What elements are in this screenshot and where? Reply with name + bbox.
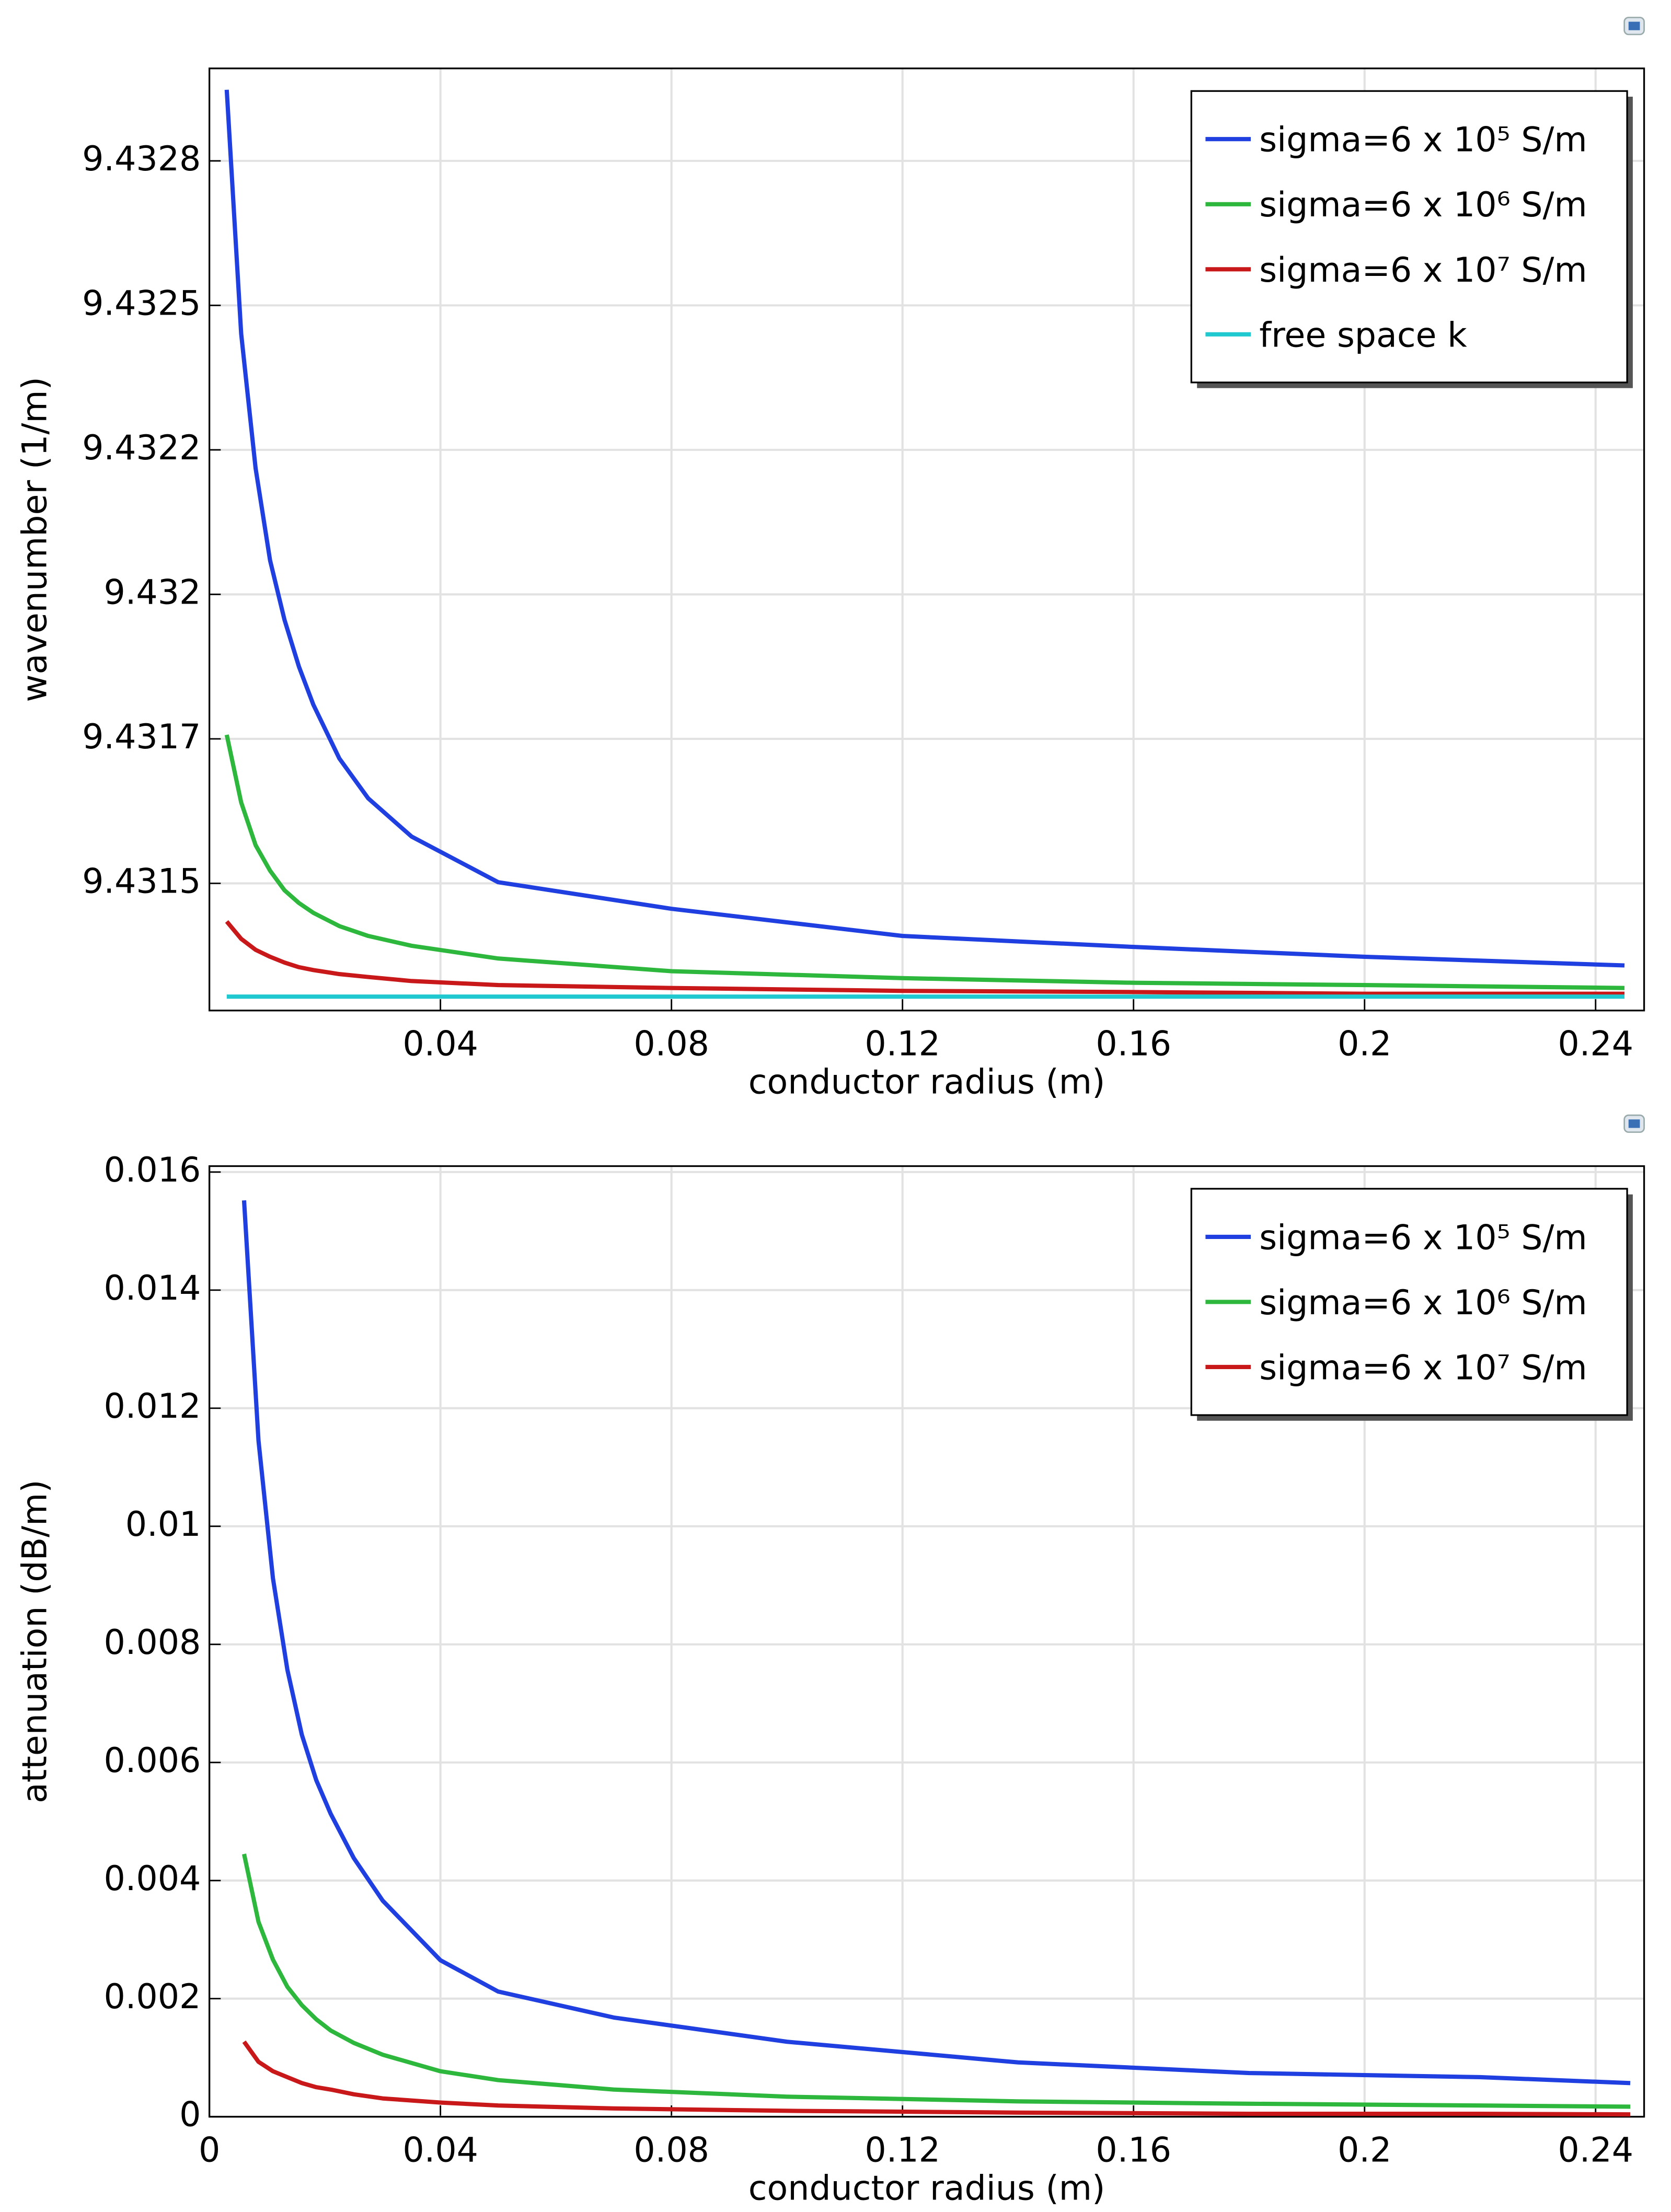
x-axis-label: conductor radius (m) — [748, 1063, 1105, 1102]
legend-label: sigma=6 x 10⁷ S/m — [1259, 251, 1587, 290]
data-line — [224, 734, 1625, 990]
data-line — [224, 89, 1625, 968]
data-line — [225, 920, 1624, 996]
icon — [1628, 1119, 1640, 1128]
x-tick-label: 0.2 — [1338, 1025, 1391, 1064]
plot-frame — [209, 67, 1645, 1012]
x-tick-label: 0.04 — [402, 2130, 478, 2170]
legend-box — [1190, 90, 1628, 384]
legend-box — [1190, 1188, 1628, 1416]
legend-label: sigma=6 x 10⁶ S/m — [1259, 1283, 1587, 1323]
x-tick-label: 0.12 — [865, 1025, 940, 1064]
x-axis-label: conductor radius (m) — [748, 2169, 1105, 2208]
y-tick-label: 9.4317 — [82, 717, 201, 757]
y-axis-label: attenuation (dB/m) — [15, 1479, 54, 1803]
legend-label: sigma=6 x 10⁵ S/m — [1259, 1218, 1587, 1257]
legend-label: free space k — [1259, 316, 1467, 355]
y-tick-label: 0.002 — [103, 1977, 201, 2017]
y-tick-label: 0.008 — [103, 1623, 201, 1662]
data-line — [241, 1200, 1631, 2086]
y-axis-label: wavenumber (1/m) — [15, 377, 54, 702]
x-tick-label: 0.08 — [633, 1025, 709, 1064]
x-tick-label: 0.16 — [1096, 2130, 1171, 2170]
y-tick-label: 9.4328 — [82, 140, 201, 179]
y-tick-label: 0 — [179, 2095, 201, 2135]
x-tick-label: 0.2 — [1338, 2130, 1391, 2170]
legend-label: sigma=6 x 10⁵ S/m — [1259, 121, 1587, 160]
plot-frame — [209, 1165, 1645, 2118]
x-tick-label: 0 — [199, 2130, 220, 2170]
toolbar-icon — [1623, 17, 1645, 1133]
y-tick-label: 0.016 — [103, 1151, 201, 1190]
legend-label: sigma=6 x 10⁶ S/m — [1259, 186, 1587, 225]
x-tick-label: 0.24 — [1558, 1025, 1633, 1064]
x-tick-label: 0.24 — [1558, 2130, 1633, 2170]
x-tick-label: 0.04 — [402, 1025, 478, 1064]
y-tick-label: 0.006 — [103, 1741, 201, 1780]
y-tick-label: 0.004 — [103, 1859, 201, 1898]
x-tick-label: 0.16 — [1096, 1025, 1171, 1064]
data-line — [241, 1854, 1631, 2109]
legend-label: sigma=6 x 10⁷ S/m — [1259, 1348, 1587, 1387]
y-tick-label: 0.012 — [103, 1387, 201, 1426]
y-tick-label: 9.4322 — [82, 428, 201, 468]
y-tick-label: 0.014 — [103, 1269, 201, 1308]
y-tick-label: 9.432 — [103, 573, 201, 612]
x-tick-label: 0.08 — [633, 2130, 709, 2170]
y-tick-label: 9.4325 — [82, 284, 201, 323]
y-tick-label: 0.01 — [125, 1505, 201, 1544]
icon — [1628, 21, 1640, 30]
data-line — [242, 2040, 1631, 2117]
y-tick-label: 9.4315 — [82, 862, 201, 901]
x-tick-label: 0.12 — [865, 2130, 940, 2170]
